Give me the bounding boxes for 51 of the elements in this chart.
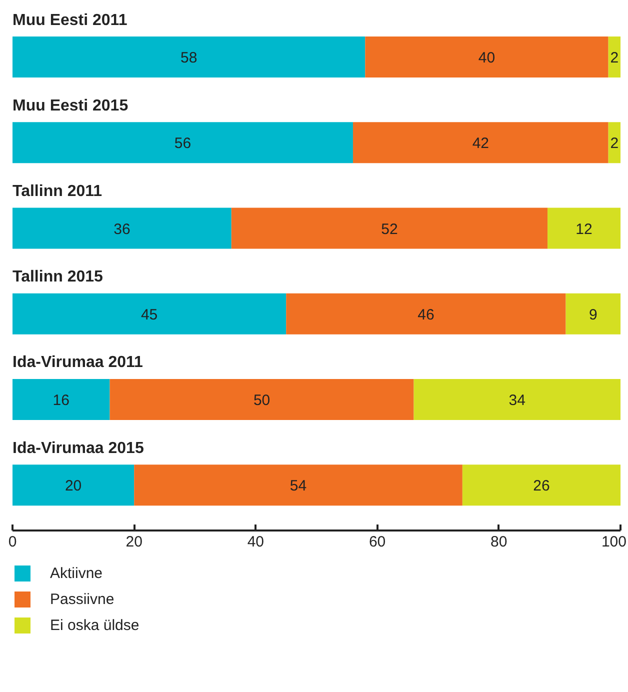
bar [462,464,620,506]
bar [12,464,134,506]
bar [548,208,620,249]
bar [414,378,620,420]
bar [231,208,548,249]
data-label: 36 [114,220,130,238]
bar [134,464,462,506]
legend-label: Passiivne [50,590,114,608]
x-tick-label: 60 [368,534,386,550]
bar [286,293,566,334]
bar [12,208,232,249]
x-tick-label: 0 [8,534,17,550]
x-tick-label: 100 [601,534,627,550]
data-label: 12 [576,220,592,238]
legend-label: Ei oska üldse [50,616,140,634]
legend-label: Aktiivne [50,564,103,582]
bar [12,36,366,78]
data-label: 16 [52,392,70,409]
data-label: 20 [64,478,82,495]
data-label: 56 [174,135,192,152]
data-label: 50 [253,392,270,409]
y-tick-label: Muu Eesti 2015 [12,97,128,114]
data-label: 2 [610,135,619,152]
x-tick-label: 20 [126,534,142,550]
bar [12,122,353,164]
y-tick-label: Ida-Virumaa 2015 [12,440,144,457]
bar [12,293,286,334]
bar [352,122,608,164]
bar [608,36,620,78]
data-label: 26 [533,478,550,495]
data-label: 45 [140,306,158,324]
data-label: 52 [381,220,398,238]
y-tick-label: Tallinn 2011 [12,183,102,200]
y-tick-label: Tallinn 2015 [12,268,104,286]
bar [365,36,608,78]
data-label: 58 [180,50,198,67]
x-tick-label: 80 [490,534,508,550]
data-label: 42 [472,135,490,152]
x-tick-label: 40 [247,534,264,550]
data-label: 40 [478,50,496,67]
data-label: 2 [610,50,619,67]
data-label: 46 [418,306,434,324]
bar [110,378,414,420]
y-tick-label: Muu Eesti 2011 [12,12,128,29]
data-label: 9 [588,306,598,324]
bar [608,122,620,164]
bar [12,378,110,420]
data-label: 34 [508,392,526,409]
bar [566,293,620,334]
data-label: 54 [290,478,307,495]
y-tick-label: Ida-Virumaa 2011 [12,354,144,372]
